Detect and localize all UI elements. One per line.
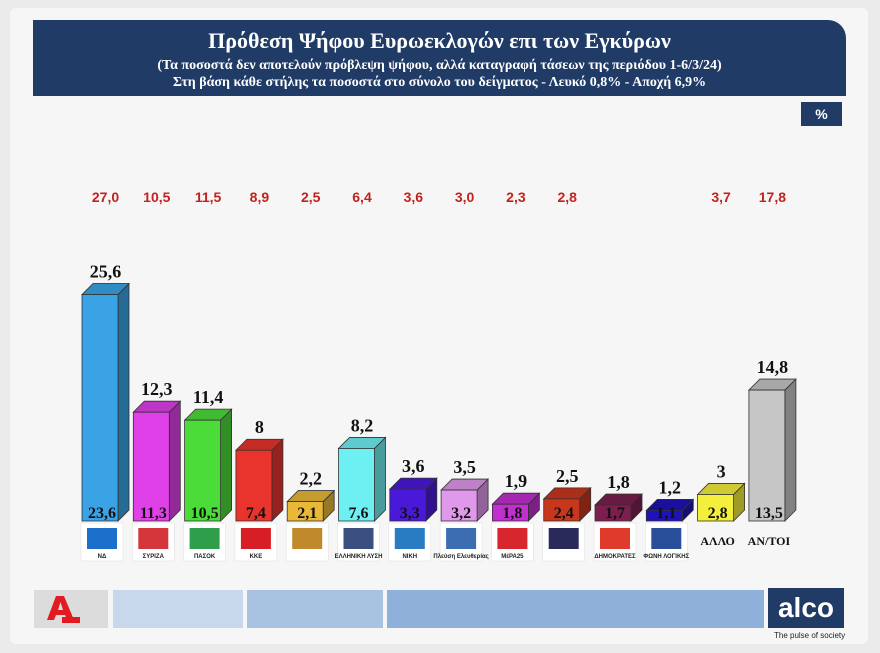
bar-value-label: 1,9 [505,471,528,491]
bar-value-label: 3,5 [453,457,476,477]
bar-value-label: 2,2 [299,469,322,489]
top-row-value: 27,0 [92,189,119,205]
party-logo-icon [343,528,374,549]
bar [697,494,734,522]
top-row-value: 17,8 [759,189,786,205]
top-row-value: 2,8 [557,189,577,205]
party-logo-icon [138,528,169,549]
party-logo-icon [446,528,477,549]
top-row-value: 6,4 [352,189,372,205]
unit-badge: % [801,102,842,126]
party-logo-text: ΝΔ [98,554,107,560]
top-row-value: 2,3 [506,189,526,205]
bar-value-label: 2,5 [556,466,579,486]
bar [235,449,273,522]
header-banner: Πρόθεση Ψήφου Ευρωεκλογών επι των Εγκύρω… [33,20,846,96]
party-logo-icon [651,528,682,549]
party-logo-text: ΠΑΣΟΚ [194,554,216,560]
bar [594,504,632,522]
bar [184,419,222,522]
alco-tagline: The pulse of society [774,631,846,640]
bar [132,411,170,522]
bar [338,448,375,522]
bar-value-label: 11,4 [193,387,224,407]
party-logo-text: ΝΙΚΗ [402,554,417,560]
bar-base-label: 10,5 [191,505,219,522]
bar-base-label: 3,2 [451,505,471,522]
top-row-value: 2,5 [301,189,321,205]
top-row-value: 3,7 [711,189,731,205]
chart-subtitle: (Τα ποσοστά δεν αποτελούν πρόβλεψη ψήφου… [157,58,722,73]
bar-value-label: 3,6 [402,456,425,476]
party-logo-text: ΔΗΜΟΚΡΑΤΕΣ [594,554,636,560]
party-logo-icon [87,528,117,549]
bar [543,498,581,522]
bar-value-label: 14,8 [757,357,789,377]
top-row-value: 3,0 [455,189,475,205]
party-logo-text: ΦΩΝΗ ΛΟΓΙΚΗΣ [643,554,689,560]
top-row-value: 3,6 [404,189,424,205]
bar-value-label: 8,2 [351,415,374,435]
category-label: ΑΝ/ΤΟΙ [748,534,791,548]
chart-title: Πρόθεση Ψήφου Ευρωεκλογών επι των Εγκύρω… [208,28,671,53]
broadcaster-logo [34,590,108,628]
bar [748,389,786,522]
bar [389,488,427,522]
bar-value-label: 1,2 [659,477,682,497]
party-logo-icon [548,528,579,549]
bar-base-label: 23,6 [88,505,116,522]
bar-side [374,436,386,522]
bar [491,503,529,522]
bar-side [220,408,233,522]
bar-value-label: 3 [717,461,726,481]
bar-base-label: 2,8 [708,505,728,522]
party-logo-icon [292,528,323,549]
party-logo-text: ΚΚΕ [250,554,263,560]
bar-base-label: 13,5 [755,505,783,522]
bar [81,294,119,522]
top-row-value: 8,9 [250,189,270,205]
party-logo-text: ΣΥΡΙΖΑ [143,554,165,560]
party-logo-text: ΕΛΛΗΝΙΚΗ ΛΥΣΗ [335,554,383,560]
party-logo-icon [240,528,271,549]
bar-base-label: 1,7 [605,505,625,522]
bar-side [168,400,181,522]
bar-side [784,378,797,522]
footer-band-3 [387,590,764,628]
footer-band-2 [247,590,383,628]
alpha-news-icon [47,596,80,623]
party-logo-icon [600,528,630,549]
bar [286,501,324,522]
bar-base-label: 1,1 [656,505,676,522]
top-row-value: 11,5 [195,189,222,205]
bar-base-label: 3,3 [400,505,420,522]
bar-value-label: 25,6 [90,262,122,282]
alco-logo: alco [768,588,844,628]
footer-band-1 [113,590,243,628]
bar-base-label: 2,4 [554,505,574,522]
bar-base-label: 1,8 [502,505,522,522]
bar-value-label: 8 [255,417,264,437]
party-logo-icon [189,528,220,549]
bar-base-label: 7,6 [349,505,369,522]
chart-note: Στη βάση κάθε στήλης τα ποσοστά στο σύνο… [172,75,707,90]
bar-value-label: 12,3 [141,379,173,399]
top-row-value: 10,5 [143,189,170,205]
bar [440,489,478,522]
bar-side [271,438,284,522]
bar [645,509,683,522]
bar-value-label: 1,8 [607,472,630,492]
bar-base-label: 2,1 [297,505,317,522]
category-label: ΑΛΛΟ [700,534,735,548]
party-logo-text: Πλεύση Ελευθερίας [433,554,488,560]
party-logo-icon [394,528,425,549]
bar-base-label: 11,3 [140,505,167,522]
bar-base-label: 7,4 [246,505,266,522]
bar-side [117,282,130,522]
party-logo-icon [497,528,528,549]
party-logo-text: ΜέΡΑ25 [501,554,524,560]
